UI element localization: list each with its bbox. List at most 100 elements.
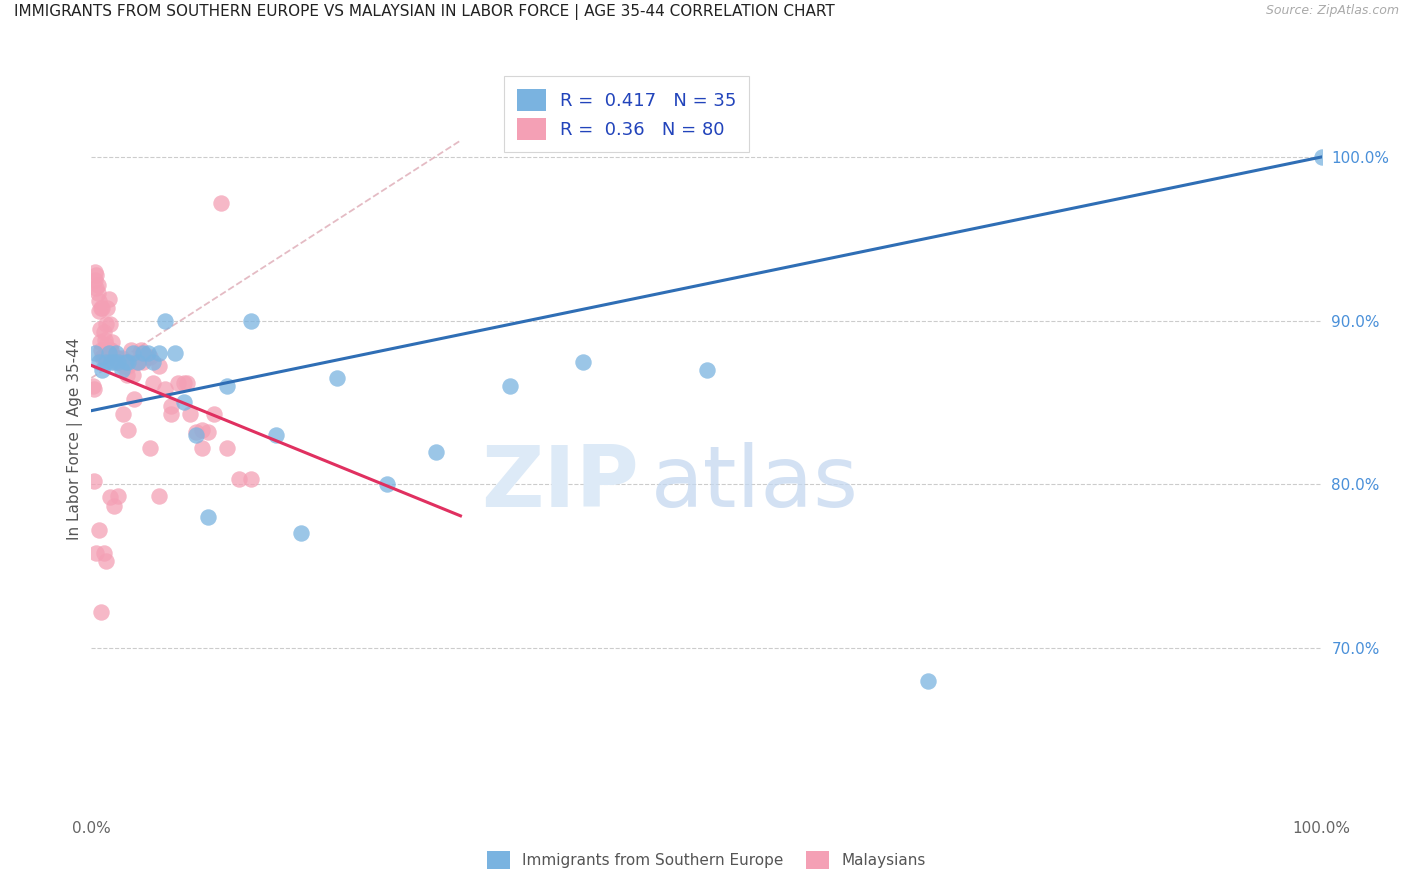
Point <box>142 354 165 368</box>
Point <box>228 472 250 486</box>
Point <box>139 350 162 364</box>
Text: ZIP: ZIP <box>481 442 638 525</box>
Point <box>124 354 146 368</box>
Point <box>100 343 122 357</box>
Point <box>90 605 112 619</box>
Point <box>122 368 145 382</box>
Point <box>425 444 447 458</box>
Point <box>86 546 108 560</box>
Point <box>142 376 165 390</box>
Point <box>117 359 139 374</box>
Point <box>89 334 111 349</box>
Point <box>103 499 125 513</box>
Point <box>97 346 120 360</box>
Point <box>326 371 349 385</box>
Point <box>84 264 107 278</box>
Point <box>98 491 121 505</box>
Point <box>111 363 134 377</box>
Point <box>93 546 115 560</box>
Point <box>96 301 118 315</box>
Point <box>191 442 214 456</box>
Point <box>572 354 595 368</box>
Point <box>264 428 287 442</box>
Point <box>917 673 939 688</box>
Point <box>91 350 114 364</box>
Point <box>129 343 152 357</box>
Point <box>498 379 520 393</box>
Point <box>375 477 398 491</box>
Point <box>93 325 115 339</box>
Point <box>86 277 108 292</box>
Point <box>101 334 124 349</box>
Point <box>94 333 117 347</box>
Point <box>160 407 183 421</box>
Point <box>117 423 139 437</box>
Point <box>83 383 105 397</box>
Point <box>184 425 207 439</box>
Point <box>191 423 214 437</box>
Point <box>114 354 138 368</box>
Point <box>114 359 138 374</box>
Point <box>86 281 108 295</box>
Point <box>96 317 117 331</box>
Point <box>96 354 117 368</box>
Point <box>96 338 117 352</box>
Point <box>163 346 186 360</box>
Point <box>87 293 110 308</box>
Point <box>173 376 195 390</box>
Point <box>93 350 115 364</box>
Point <box>105 354 128 368</box>
Point <box>86 285 108 300</box>
Point <box>117 354 139 368</box>
Point <box>132 354 155 368</box>
Legend: Immigrants from Southern Europe, Malaysians: Immigrants from Southern Europe, Malaysi… <box>481 845 932 875</box>
Text: Source: ZipAtlas.com: Source: ZipAtlas.com <box>1265 4 1399 18</box>
Point <box>166 376 188 390</box>
Point <box>184 428 207 442</box>
Point <box>111 351 134 366</box>
Point <box>209 195 232 210</box>
Point <box>96 554 117 568</box>
Point <box>107 351 129 366</box>
Point <box>124 392 146 407</box>
Point <box>197 510 219 524</box>
Point <box>84 273 107 287</box>
Point <box>90 343 112 357</box>
Point <box>103 350 125 364</box>
Point <box>136 346 159 360</box>
Point <box>87 523 110 537</box>
Point <box>105 346 127 360</box>
Point <box>139 442 162 456</box>
Point <box>87 354 110 368</box>
Point <box>89 322 111 336</box>
Point <box>173 395 195 409</box>
Point <box>86 268 108 282</box>
Point <box>290 526 312 541</box>
Point <box>135 350 157 364</box>
Point <box>240 313 263 327</box>
Point <box>91 301 114 315</box>
Point <box>202 407 225 421</box>
Point <box>127 354 149 368</box>
Point <box>97 293 120 307</box>
Point <box>148 489 170 503</box>
Point <box>120 343 142 357</box>
Point <box>148 346 170 360</box>
Y-axis label: In Labor Force | Age 35-44: In Labor Force | Age 35-44 <box>67 338 83 541</box>
Point <box>176 376 198 390</box>
Point <box>107 354 129 368</box>
Point <box>87 303 110 318</box>
Text: IMMIGRANTS FROM SOUTHERN EUROPE VS MALAYSIAN IN LABOR FORCE | AGE 35-44 CORRELAT: IMMIGRANTS FROM SOUTHERN EUROPE VS MALAY… <box>14 4 835 21</box>
Point <box>112 407 135 421</box>
Point <box>1310 150 1333 164</box>
Point <box>129 346 152 360</box>
Point <box>105 351 127 366</box>
Point <box>110 354 132 368</box>
Point <box>108 354 131 368</box>
Point <box>100 354 122 368</box>
Point <box>122 346 145 360</box>
Point <box>695 363 717 377</box>
Point <box>115 368 138 382</box>
Point <box>153 313 177 327</box>
Point <box>84 346 107 360</box>
